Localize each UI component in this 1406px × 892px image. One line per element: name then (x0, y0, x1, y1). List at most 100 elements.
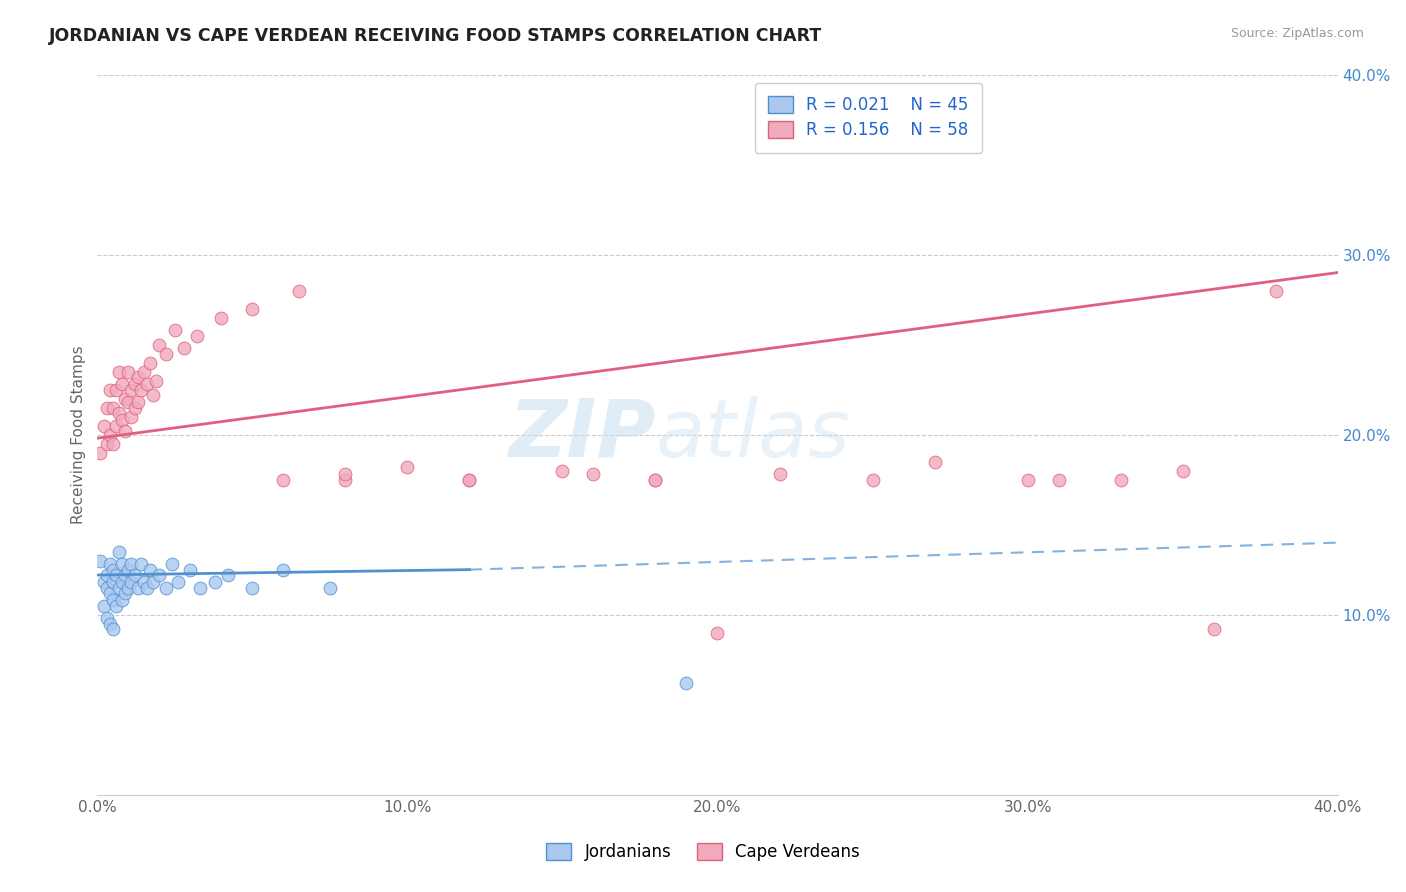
Point (127, 395, 149, 409)
Point (675, 676, 697, 690)
Point (114, 424, 136, 438)
Point (111, 575, 134, 590)
Point (862, 473, 884, 487)
Point (96, 568, 118, 582)
Point (101, 401, 124, 415)
Point (273, 563, 295, 577)
Point (96, 611, 118, 625)
Point (155, 346, 177, 360)
Point (396, 460, 419, 475)
Point (551, 464, 574, 478)
Point (101, 563, 124, 577)
Point (120, 558, 142, 572)
Point (145, 374, 167, 388)
Point (179, 563, 201, 577)
Text: ZIP: ZIP (508, 396, 655, 474)
Point (96, 436, 118, 450)
Point (117, 365, 139, 379)
Point (114, 392, 136, 406)
Point (644, 473, 666, 487)
Point (132, 575, 155, 590)
Point (108, 544, 131, 558)
Point (148, 568, 170, 582)
Point (101, 593, 124, 607)
Point (288, 284, 311, 298)
Point (98, 427, 121, 442)
Point (127, 581, 149, 595)
Point (93, 418, 115, 433)
Text: atlas: atlas (655, 396, 851, 474)
Point (173, 341, 195, 355)
Point (101, 622, 124, 636)
Point (120, 383, 142, 397)
Point (124, 377, 146, 392)
Text: JORDANIAN VS CAPE VERDEAN RECEIVING FOOD STAMPS CORRELATION CHART: JORDANIAN VS CAPE VERDEAN RECEIVING FOOD… (49, 27, 823, 45)
Point (93, 575, 115, 590)
Point (160, 558, 183, 572)
Point (96, 401, 118, 415)
Point (93, 599, 115, 613)
Point (127, 370, 149, 384)
Point (458, 473, 481, 487)
Point (101, 575, 124, 590)
Point (155, 581, 177, 595)
Point (644, 473, 666, 487)
Point (319, 581, 342, 595)
Point (142, 575, 165, 590)
Point (335, 473, 357, 487)
Point (89, 554, 111, 568)
Y-axis label: Receiving Food Stamps: Receiving Food Stamps (72, 345, 86, 524)
Point (114, 586, 136, 600)
Point (1171, 464, 1194, 478)
Point (139, 355, 162, 369)
Point (1109, 473, 1132, 487)
Point (129, 558, 152, 572)
Point (104, 418, 127, 433)
Point (1047, 473, 1070, 487)
Point (458, 473, 481, 487)
Point (104, 568, 127, 582)
Point (98, 586, 121, 600)
Point (124, 568, 146, 582)
Point (335, 467, 357, 482)
Point (1017, 473, 1039, 487)
Point (108, 581, 131, 595)
Point (117, 395, 139, 409)
Point (142, 388, 165, 402)
Point (108, 406, 131, 420)
Point (132, 365, 155, 379)
Point (101, 436, 124, 450)
Point (204, 575, 226, 590)
Point (924, 455, 946, 469)
Point (582, 467, 605, 482)
Point (117, 581, 139, 595)
Text: Source: ZipAtlas.com: Source: ZipAtlas.com (1230, 27, 1364, 40)
Point (111, 558, 134, 572)
Point (768, 467, 790, 482)
Point (129, 383, 152, 397)
Point (136, 581, 159, 595)
Point (273, 473, 295, 487)
Point (111, 593, 134, 607)
Point (111, 377, 134, 392)
Point (98, 383, 121, 397)
Point (242, 581, 264, 595)
Point (163, 323, 186, 337)
Point (148, 337, 170, 351)
Point (124, 401, 146, 415)
Point (104, 599, 127, 613)
Point (98, 616, 121, 631)
Point (167, 575, 190, 590)
Point (120, 575, 142, 590)
Point (96, 581, 118, 595)
Point (186, 328, 208, 343)
Point (706, 625, 728, 640)
Point (242, 301, 264, 316)
Point (136, 377, 159, 392)
Point (117, 563, 139, 577)
Point (114, 568, 136, 582)
Point (1264, 284, 1286, 298)
Point (104, 383, 127, 397)
Point (188, 581, 211, 595)
Point (217, 568, 239, 582)
